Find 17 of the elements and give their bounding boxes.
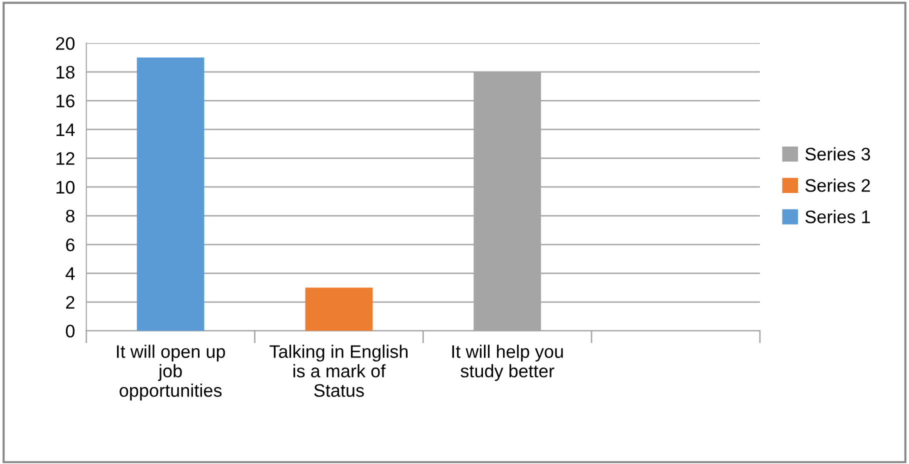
legend-label: Series 1 [805, 210, 870, 224]
legend-label: Series 3 [805, 147, 870, 161]
y-tick-label: 8 [66, 210, 74, 222]
y-tick-label: 12 [56, 152, 74, 165]
x-tick-label: It will help you study better [452, 344, 563, 381]
x-tick-label: Talking in English is a mark of Status [270, 344, 408, 397]
y-tick-label: 6 [66, 238, 74, 252]
y-tick-label: 4 [66, 267, 75, 280]
y-tick-label: 10 [56, 180, 75, 194]
x-tick-label: It will open up job opportunities [117, 344, 225, 400]
y-tick-label: 0 [66, 324, 75, 338]
y-tick-label: 20 [56, 37, 75, 50]
y-tick-label: 2 [66, 296, 74, 309]
y-tick-label: 14 [56, 124, 75, 136]
legend-label: Series 2 [805, 178, 870, 192]
y-tick-label: 16 [56, 94, 74, 108]
y-tick-label: 18 [56, 66, 74, 79]
